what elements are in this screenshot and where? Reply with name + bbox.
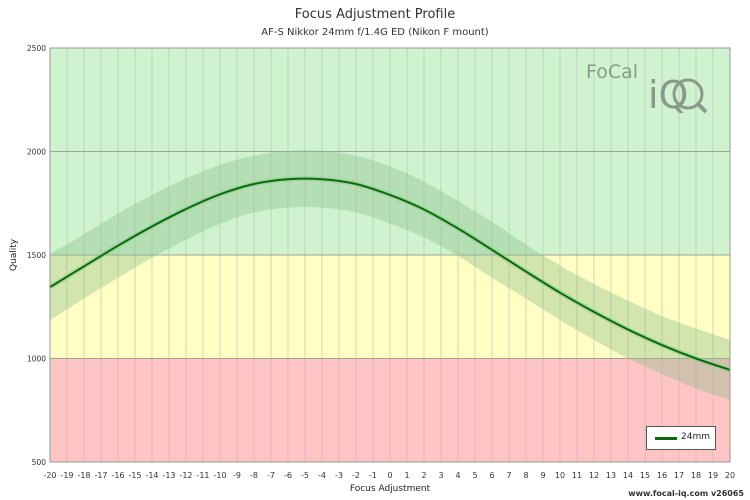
x-tick-label: 4	[455, 471, 460, 480]
x-tick-label: 5	[472, 471, 477, 480]
legend: 24mm	[646, 426, 716, 450]
x-tick-label: -13	[162, 471, 175, 480]
x-tick-label: -17	[94, 471, 107, 480]
quality-curve	[48, 176, 731, 373]
y-tick-label: 2000	[27, 148, 46, 157]
x-tick-label: -19	[60, 471, 73, 480]
x-tick-label: 0	[387, 471, 392, 480]
x-tick-label: 3	[438, 471, 443, 480]
x-tick-label: 8	[523, 471, 528, 480]
y-tick-label: 2500	[27, 44, 46, 53]
x-tick-label: -7	[267, 471, 275, 480]
x-tick-label: 11	[572, 471, 582, 480]
x-tick-label: -10	[213, 471, 226, 480]
x-tick-label: 12	[589, 471, 599, 480]
x-tick-label: -12	[179, 471, 192, 480]
x-tick-label: -18	[77, 471, 90, 480]
focal-iq-logo: FoCal iQ	[586, 58, 716, 117]
y-tick-label: 1500	[27, 251, 46, 260]
legend-swatch-24mm	[655, 437, 677, 440]
footer-watermark: www.focal-iq.com v26065	[628, 489, 744, 498]
x-tick-label: 19	[708, 471, 718, 480]
x-tick-label: 6	[489, 471, 494, 480]
chart-title: Focus Adjustment Profile	[294, 7, 456, 22]
x-tick-label: 18	[691, 471, 701, 480]
x-tick-label: -20	[43, 471, 56, 480]
plot-frame	[49, 47, 731, 463]
x-tick-label: 20	[725, 471, 735, 480]
x-tick-label: 17	[674, 471, 684, 480]
x-tick-label: 10	[555, 471, 565, 480]
x-tick-label: -15	[128, 471, 141, 480]
y-tick-labels: 500 1000 1500 2000 2500	[27, 44, 46, 467]
x-tick-label: 9	[540, 471, 545, 480]
x-axis-label: Focus Adjustment	[349, 484, 431, 494]
x-tick-label: -8	[250, 471, 258, 480]
legend-label-24mm: 24mm	[681, 432, 710, 442]
x-tick-label: -16	[111, 471, 124, 480]
x-tick-label: -5	[301, 471, 309, 480]
y-tick-label: 500	[32, 458, 47, 467]
y-tick-label: 1000	[27, 355, 46, 364]
y-axis-label: Quality	[9, 238, 19, 272]
chart-subtitle: AF-S Nikkor 24mm f/1.4G ED (Nikon F moun…	[261, 27, 489, 38]
x-tick-label: 14	[623, 471, 633, 480]
x-tick-label: -11	[196, 471, 209, 480]
x-tick-label: 7	[506, 471, 511, 480]
x-tick-label: -3	[335, 471, 343, 480]
x-tick-label: 15	[640, 471, 650, 480]
x-tick-label: -9	[233, 471, 241, 480]
x-tick-label: 1	[404, 471, 409, 480]
x-tick-label: -4	[318, 471, 326, 480]
x-tick-label: 16	[657, 471, 667, 480]
x-tick-label: 2	[421, 471, 426, 480]
x-tick-label: -6	[284, 471, 292, 480]
logo-text-top: FoCal	[586, 61, 638, 83]
x-tick-label: 13	[606, 471, 616, 480]
x-tick-label: -2	[352, 471, 360, 480]
x-tick-labels: -20 -19 -18 -17 -16 -15 -14 -13 -12 -11 -10 -9 -8 -7-…	[43, 471, 735, 480]
confidence-band-area	[50, 150, 730, 400]
x-tick-label: -14	[145, 471, 158, 480]
series-line-24mm	[49, 177, 731, 371]
x-tick-label: -1	[369, 471, 377, 480]
confidence-band	[50, 150, 730, 400]
